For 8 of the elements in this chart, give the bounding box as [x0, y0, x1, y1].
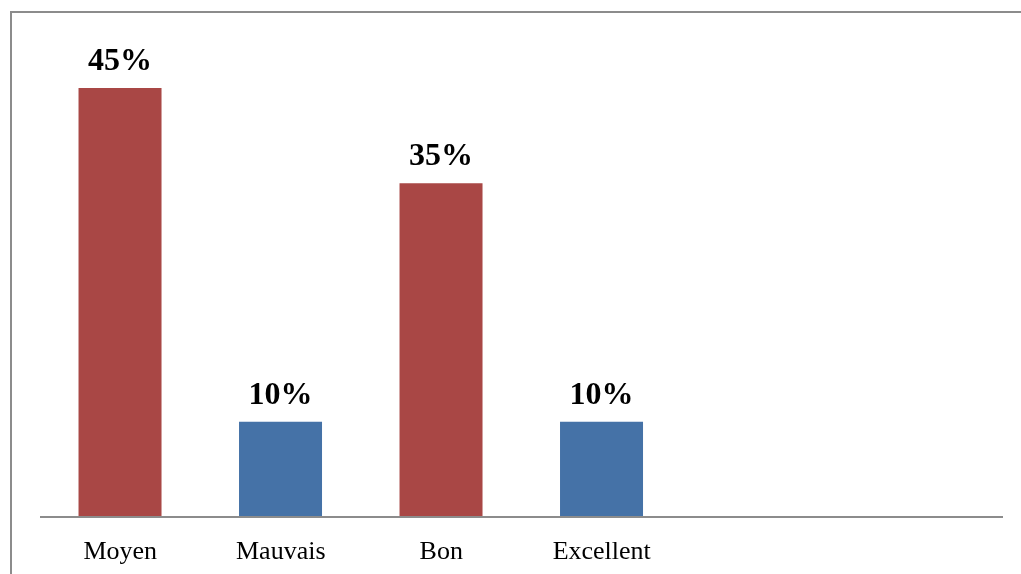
data-label: 35% [409, 136, 474, 173]
x-tick-label: Moyen [83, 536, 158, 566]
x-tick-label: Bon [419, 536, 463, 566]
x-tick-label: Excellent [552, 536, 652, 566]
data-label: 45% [88, 41, 153, 77]
data-label: 10% [248, 374, 313, 411]
x-tick-label: Mauvais [235, 536, 326, 566]
data-label: 10% [569, 374, 634, 411]
